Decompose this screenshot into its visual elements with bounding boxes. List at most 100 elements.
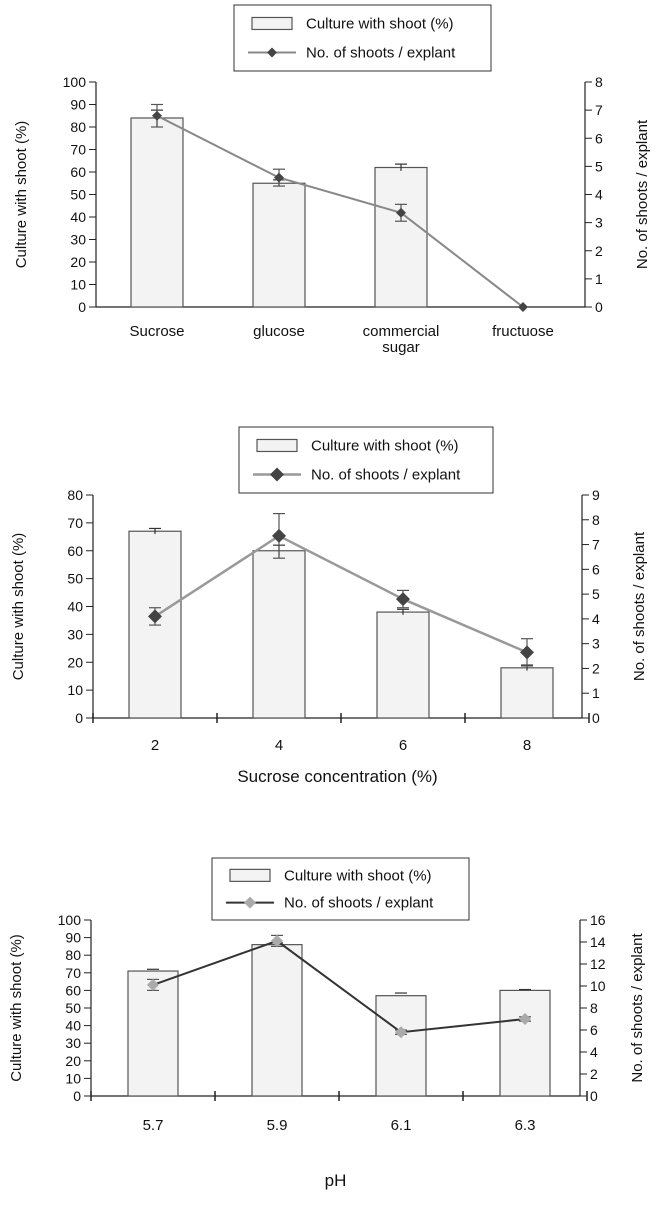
line-point (518, 302, 528, 312)
y-tick-label-left: 10 (70, 277, 86, 293)
x-tick-label: 2 (151, 737, 159, 754)
x-tick-label: commercial (363, 323, 440, 340)
y-tick-label-right: 6 (595, 130, 603, 146)
line-point (396, 207, 406, 218)
y-tick-label-right: 2 (590, 1066, 598, 1082)
bar (127, 970, 179, 1097)
y-tick-label-left: 60 (70, 164, 86, 180)
y-tick-label-right: 4 (592, 611, 600, 627)
line-point (152, 110, 162, 121)
line-series (154, 534, 528, 654)
y-tick-label-left: 80 (65, 947, 81, 963)
line-point (148, 609, 162, 624)
legend-box (238, 426, 494, 494)
x-tick-label: glucose (253, 323, 305, 340)
x-tick-label: 6.1 (391, 1117, 412, 1134)
x-tick-label: Sucrose (129, 323, 184, 340)
line-point (519, 1013, 531, 1025)
y-tick-label-right: 8 (592, 512, 600, 528)
x-tick-label: 4 (275, 737, 283, 754)
y-tick-label-right: 4 (595, 187, 603, 203)
y-axis-title-right: No. of shoots / explant (629, 933, 646, 1083)
bar (251, 944, 303, 1097)
x-tick-label: 8 (523, 737, 531, 754)
y-tick-label-right: 7 (595, 102, 603, 118)
legend-label-bars: Culture with shoot (%) (311, 437, 459, 454)
y-tick-label-right: 0 (592, 710, 600, 726)
bar (130, 117, 184, 308)
legend-box (233, 4, 492, 72)
y-tick-label-left: 40 (67, 599, 83, 615)
y-tick-label-left: 100 (63, 74, 87, 90)
legend-label-line: No. of shoots / explant (306, 45, 456, 62)
y-tick-label-left: 20 (65, 1053, 81, 1069)
chart-panel-1: 0 10 20 30 40 50 60 70 80 90 100 0 1 2 3 4 5 6 7 8 Sucrose gl… (13, 4, 651, 356)
legend-label-bars: Culture with shoot (%) (306, 15, 454, 32)
y-tick-label-left: 90 (65, 930, 81, 946)
y-tick-label-right: 1 (595, 271, 603, 287)
y-tick-label-right: 2 (595, 243, 603, 259)
y-axis-title-left: Culture with shoot (%) (10, 533, 27, 681)
legend-box (211, 857, 470, 921)
y-tick-label-left: 0 (73, 1088, 81, 1104)
y-tick-label-left: 30 (67, 626, 83, 642)
legend-marker (270, 467, 284, 482)
y-tick-label-left: 80 (67, 487, 83, 503)
y-tick-label-right: 0 (595, 299, 603, 315)
bar (252, 550, 306, 719)
line-point (520, 645, 534, 660)
y-tick-label-left: 20 (67, 654, 83, 670)
y-tick-label-right: 5 (595, 158, 603, 174)
legend-label-line: No. of shoots / explant (311, 467, 461, 484)
y-tick-label-left: 70 (70, 142, 86, 158)
y-tick-label-right: 7 (592, 537, 600, 553)
y-tick-label-left: 40 (65, 1018, 81, 1034)
y-tick-label-right: 6 (590, 1022, 598, 1038)
y-tick-label-left: 0 (78, 299, 86, 315)
y-axis-title-left: Culture with shoot (%) (8, 934, 25, 1082)
legend-bar-swatch (251, 16, 293, 31)
line-point (274, 172, 284, 183)
y-tick-label-right: 4 (590, 1044, 598, 1060)
y-tick-label-left: 10 (65, 1070, 81, 1086)
y-tick-label-right: 8 (590, 1000, 598, 1016)
x-axis-title: pH (325, 1171, 347, 1190)
legend-label-line: No. of shoots / explant (284, 895, 434, 912)
y-tick-label-left: 30 (70, 232, 86, 248)
line-point (395, 1026, 407, 1039)
y-tick-label-right: 3 (592, 636, 600, 652)
y-tick-label-left: 50 (70, 187, 86, 203)
line-point (396, 592, 410, 607)
legend-bar-swatch (229, 868, 271, 882)
bar (252, 182, 306, 308)
bar (376, 611, 430, 719)
line-point (147, 978, 159, 991)
bar (374, 166, 428, 308)
y-tick-label-left: 60 (65, 982, 81, 998)
y-axis-title-left: Culture with shoot (%) (13, 121, 30, 269)
y-tick-label-right: 9 (592, 487, 600, 503)
y-tick-label-left: 30 (65, 1035, 81, 1051)
legend: Culture with shoot (%) No. of shoots / ex… (233, 4, 492, 72)
bar (499, 989, 551, 1097)
bar (500, 667, 554, 719)
y-tick-label-left: 20 (70, 254, 86, 270)
y-tick-label-left: 70 (65, 965, 81, 981)
y-tick-label-left: 10 (67, 682, 83, 698)
y-tick-label-right: 6 (592, 561, 600, 577)
x-axis-title: Sucrose concentration (%) (237, 767, 437, 786)
x-tick-label: sugar (382, 339, 420, 356)
y-tick-label-left: 60 (67, 543, 83, 559)
legend-label-bars: Culture with shoot (%) (284, 867, 432, 884)
y-tick-label-left: 50 (67, 571, 83, 587)
y-tick-label-right: 14 (590, 934, 606, 950)
y-tick-label-left: 90 (70, 97, 86, 113)
chart-panel-2: 0 10 20 30 40 50 60 70 80 0 1 2 3 4 5 6 7 8 9 2 4 6 8 Sucrose c… (10, 426, 648, 786)
y-axis-title-right: No. of shoots / explant (634, 119, 651, 269)
y-tick-label-right: 16 (590, 912, 606, 928)
y-tick-label-right: 5 (592, 586, 600, 602)
x-tick-label: 6 (399, 737, 407, 754)
y-tick-label-left: 80 (70, 119, 86, 135)
line-series (152, 939, 526, 1034)
